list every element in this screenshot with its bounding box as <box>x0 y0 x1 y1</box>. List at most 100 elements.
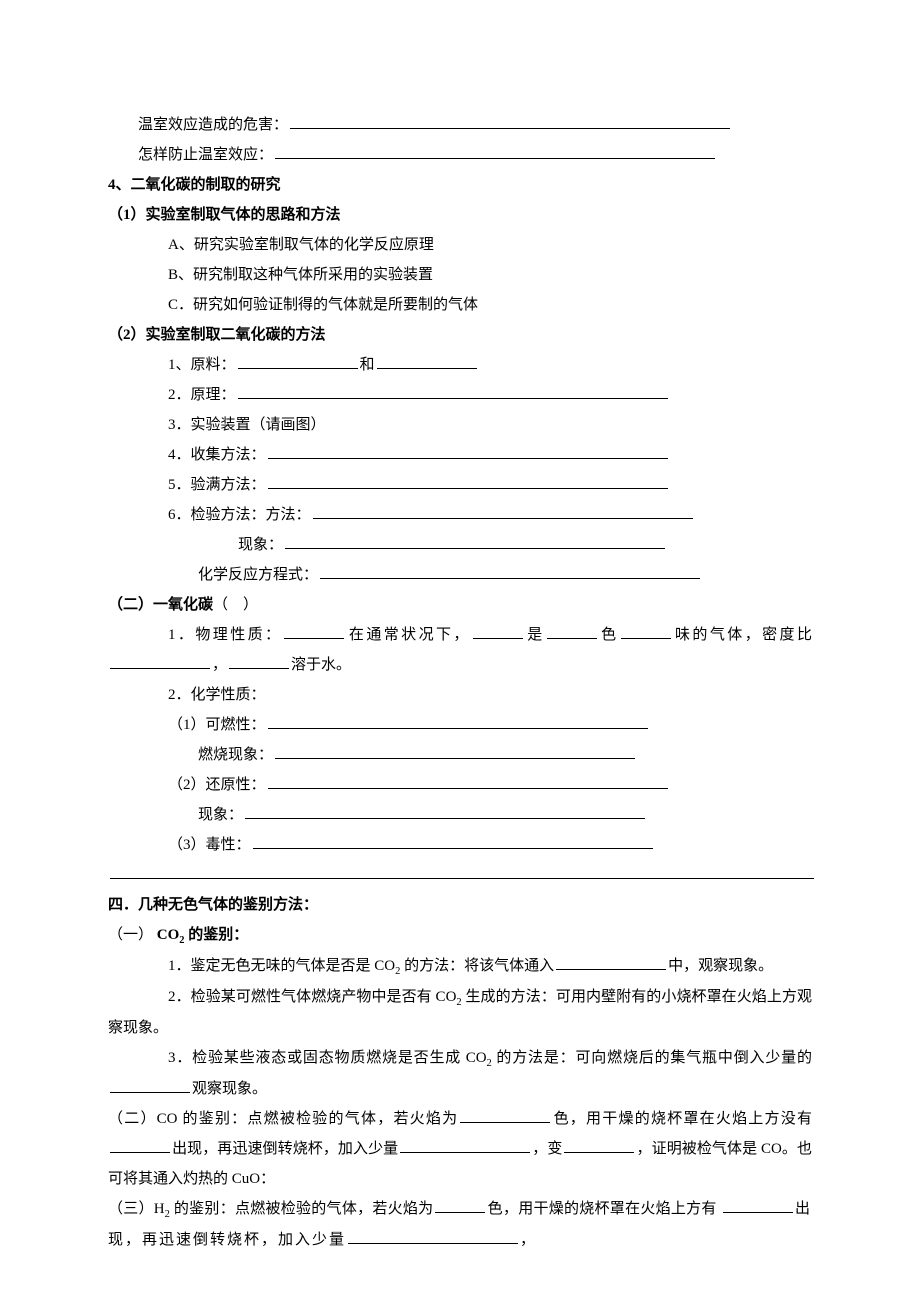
blank <box>229 653 289 669</box>
sectionCO-p3-cont <box>108 860 812 890</box>
label: 是 <box>525 627 545 643</box>
greenhouse-prevent-line: 怎样防止温室效应： <box>108 140 812 170</box>
sectionCO-p1b: 燃烧现象： <box>108 740 812 770</box>
sectionCO-p2a: （2）还原性： <box>108 770 812 800</box>
blank <box>268 713 648 729</box>
blank <box>547 623 597 639</box>
sectionCO-p3a: （3）毒性： <box>108 830 812 860</box>
label: 的方法是：可向燃烧后的集气瓶中倒入少量的 <box>492 1050 812 1066</box>
label: 燃烧现象： <box>198 747 273 763</box>
paren-r: ） <box>243 597 258 613</box>
sectionCO-title: （二）一氧化碳 <box>108 597 213 613</box>
label: 现象： <box>198 807 243 823</box>
label: 出现，再迅速倒转烧杯，加入少量 <box>172 1141 398 1157</box>
blank <box>290 113 730 129</box>
label: 味的气体，密度比 <box>673 627 812 643</box>
greenhouse-prevent-label: 怎样防止温室效应： <box>138 147 273 163</box>
section4-2-i3: 3．实验装置（请画图） <box>108 410 812 440</box>
h2-line: （三）H2 的鉴别：点燃被检验的气体，若火焰为色，用干燥的烧杯罩在火焰上方有 出… <box>108 1194 812 1255</box>
section4-1-title: （1）实验室制取气体的思路和方法 <box>108 200 812 230</box>
co2-title-line: （一） CO2 的鉴别： <box>108 920 812 951</box>
label: CO <box>153 927 179 943</box>
label: 中，观察现象。 <box>668 958 773 974</box>
label: 化学反应方程式： <box>198 567 318 583</box>
section4-2-i6c: 化学反应方程式： <box>108 560 812 590</box>
blank <box>253 833 653 849</box>
label: 的方法：将该气体通入 <box>400 958 554 974</box>
blank <box>621 623 671 639</box>
blank <box>238 383 668 399</box>
blank <box>564 1137 634 1153</box>
greenhouse-harm-line: 温室效应造成的危害： <box>108 110 812 140</box>
blank <box>285 533 665 549</box>
label: 点燃被检验的气体，若火焰为 <box>235 1201 433 1217</box>
sectionCO-p1a: （1）可燃性： <box>108 710 812 740</box>
label: 1、原料： <box>168 357 236 373</box>
label: 在通常状况下， <box>346 627 470 643</box>
section4-title: 4、二氧化碳的制取的研究 <box>108 170 812 200</box>
label: 色，用干燥的烧杯罩在火焰上方没有 <box>552 1111 812 1127</box>
sectionCO-title-line: （二）一氧化碳（ ） <box>108 590 812 620</box>
blank <box>245 803 645 819</box>
label: 和 <box>360 357 375 373</box>
section4-1-A: A、研究实验室制取气体的化学反应原理 <box>108 230 812 260</box>
blank <box>110 863 814 879</box>
section4-1-C: C．研究如何验证制得的气体就是所要制的气体 <box>108 290 812 320</box>
co-line: （二）CO 的鉴别：点燃被检验的气体，若火焰为色，用干燥的烧杯罩在火焰上方没有 … <box>108 1104 812 1194</box>
blank <box>110 1137 170 1153</box>
blank <box>268 473 668 489</box>
section4-2-i6b: 现象： <box>108 530 812 560</box>
label: 色 <box>599 627 619 643</box>
label: 2．原理： <box>168 387 236 403</box>
co2-p1: 1．鉴定无色无味的气体是否是 CO2 的方法：将该气体通入中，观察现象。 <box>108 951 812 982</box>
co2-p2: 2．检验某可燃性气体燃烧产物中是否有 CO2 生成的方法：可用内壁附有的小烧杯罩… <box>108 982 812 1043</box>
label: 2．检验某可燃性气体燃烧产物中是否有 CO <box>168 989 456 1005</box>
label: ， <box>520 1232 535 1248</box>
section4-2-title: （2）实验室制取二氧化碳的方法 <box>108 320 812 350</box>
blank <box>110 1077 190 1093</box>
label: 6．检验方法：方法： <box>168 507 311 523</box>
section4-2-i4: 4．收集方法： <box>108 440 812 470</box>
blank <box>275 143 715 159</box>
section4-2-i1: 1、原料： 和 <box>108 350 812 380</box>
label: 1．物理性质： <box>168 627 282 643</box>
blank <box>473 623 523 639</box>
label: 观察现象。 <box>192 1081 267 1097</box>
label: 5．验满方法： <box>168 477 266 493</box>
section4-1-B: B、研究制取这种气体所采用的实验装置 <box>108 260 812 290</box>
label: 的鉴别： <box>170 1201 235 1217</box>
paren-l: （ <box>213 597 228 613</box>
label: （3）毒性： <box>168 837 251 853</box>
section4-2-i5: 5．验满方法： <box>108 470 812 500</box>
co2-p3: 3．检验某些液态或固态物质燃烧是否生成 CO2 的方法是：可向燃烧后的集气瓶中倒… <box>108 1043 812 1104</box>
label: ，变 <box>532 1141 562 1157</box>
greenhouse-harm-label: 温室效应造成的危害： <box>138 117 288 133</box>
blank <box>268 443 668 459</box>
label: 色，用干燥的烧杯罩在火焰上方有 <box>487 1201 720 1217</box>
label: （二）CO 的鉴别： <box>108 1111 247 1127</box>
blank <box>556 954 666 970</box>
blank <box>400 1137 530 1153</box>
blank <box>238 353 358 369</box>
section4-2-i2: 2．原理： <box>108 380 812 410</box>
label: 1．鉴定无色无味的气体是否是 CO <box>168 958 395 974</box>
label: 4．收集方法： <box>168 447 266 463</box>
blank <box>377 353 477 369</box>
label: 的鉴别： <box>185 927 249 943</box>
blank <box>320 563 700 579</box>
blank <box>313 503 693 519</box>
blank <box>275 743 635 759</box>
label: （1）可燃性： <box>168 717 266 733</box>
blank <box>460 1107 550 1123</box>
label: （三）H <box>108 1201 165 1217</box>
label: 点燃被检验的气体，若火焰为 <box>247 1111 458 1127</box>
blank <box>268 773 668 789</box>
label: 3．检验某些液态或固态物质燃烧是否生成 CO <box>168 1050 487 1066</box>
section4-2-i6a: 6．检验方法：方法： <box>108 500 812 530</box>
document-page: 温室效应造成的危害： 怎样防止温室效应： 4、二氧化碳的制取的研究 （1）实验室… <box>0 0 920 1315</box>
blank <box>110 653 210 669</box>
label: （一） <box>108 927 153 943</box>
label: 现象： <box>238 537 283 553</box>
section4main-title: 四．几种无色气体的鉴别方法： <box>108 890 812 920</box>
sectionCO-chem: 2．化学性质： <box>108 680 812 710</box>
